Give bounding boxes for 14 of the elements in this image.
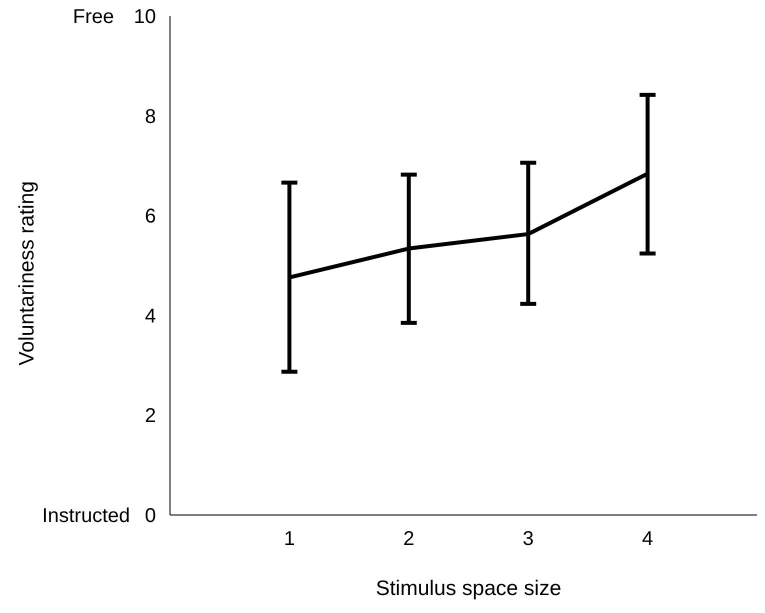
x-tick-label: 3 — [522, 528, 534, 550]
y-tick-label: 4 — [144, 305, 156, 328]
x-axis-title: Stimulus space size — [376, 577, 562, 600]
text: Free — [72, 6, 114, 28]
text: Instructed — [42, 505, 130, 527]
x-tick-label: 4 — [642, 528, 654, 550]
x-tick-label: 2 — [403, 528, 414, 550]
y-axis-title: Voluntariness rating — [15, 181, 38, 366]
x-tick-label: 1 — [284, 528, 295, 550]
y-tick-label: 10 — [134, 6, 156, 28]
y-tick-label: 8 — [144, 106, 156, 128]
y-tick-label: 6 — [144, 206, 156, 228]
y-tick-label: 2 — [144, 405, 156, 428]
y-tick-label: 0 — [144, 505, 156, 527]
